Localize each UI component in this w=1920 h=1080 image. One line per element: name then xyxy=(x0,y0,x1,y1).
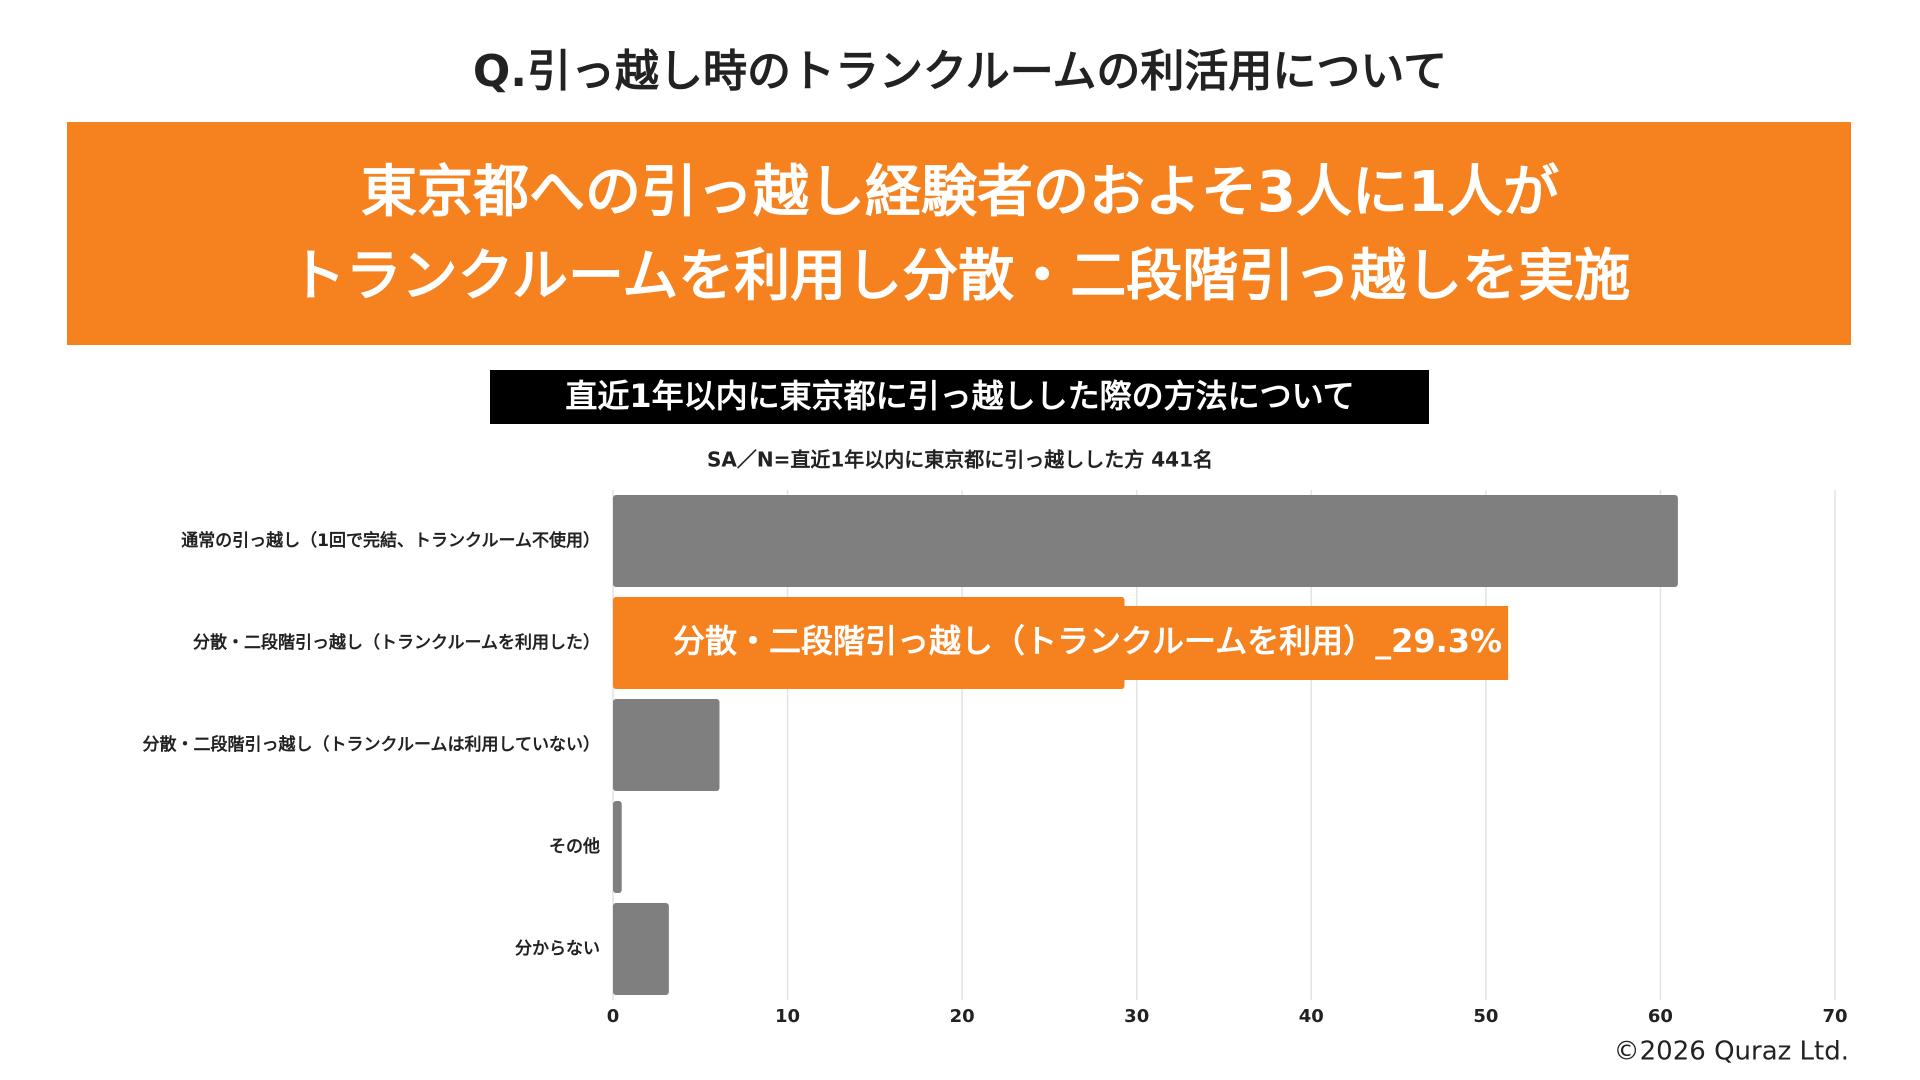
question: Q.引っ越し時のトランクルームの利活用について xyxy=(473,46,1447,97)
chart-title: 直近1年以内に東京都に引っ越しした際の方法について xyxy=(565,377,1354,415)
x-tick-label: 20 xyxy=(950,1006,975,1027)
y-tick-label: その他 xyxy=(549,836,600,857)
bar xyxy=(613,801,622,893)
x-tick-label: 50 xyxy=(1473,1006,1498,1027)
bar xyxy=(613,699,720,791)
chart-subtitle: SA／N=直近1年以内に東京都に引っ越しした方 441名 xyxy=(707,448,1213,472)
y-tick-label: 分からない xyxy=(515,939,600,959)
x-tick-label: 70 xyxy=(1822,1006,1847,1027)
bar xyxy=(613,495,1678,587)
x-tick-label: 30 xyxy=(1124,1006,1149,1027)
x-tick-label: 60 xyxy=(1648,1006,1673,1027)
x-tick-label: 10 xyxy=(775,1006,800,1027)
headline: トランクルームを利用し分散・二段階引っ越しを実施 xyxy=(290,244,1631,309)
headline: 東京都への引っ越し経験者のおよそ3人に1人が xyxy=(361,160,1559,225)
y-tick-label: 分散・二段階引っ越し（トランクルームを利用した） xyxy=(193,632,600,653)
x-tick-label: 40 xyxy=(1299,1006,1324,1027)
y-tick-label: 通常の引っ越し（1回で完結、トランクルーム不使用） xyxy=(181,530,600,551)
copyright: ©2026 Quraz Ltd. xyxy=(1614,1037,1849,1067)
title-box xyxy=(490,370,1429,424)
annotation-box xyxy=(613,606,1509,680)
x-tick-label: 0 xyxy=(607,1006,620,1027)
annotation: 分散・二段階引っ越し（トランクルームを利用）_29.3% xyxy=(673,622,1502,660)
y-tick-label: 分散・二段階引っ越し（トランクルームは利用していない） xyxy=(143,734,600,755)
bar xyxy=(613,903,669,995)
headline-banner xyxy=(67,122,1851,345)
